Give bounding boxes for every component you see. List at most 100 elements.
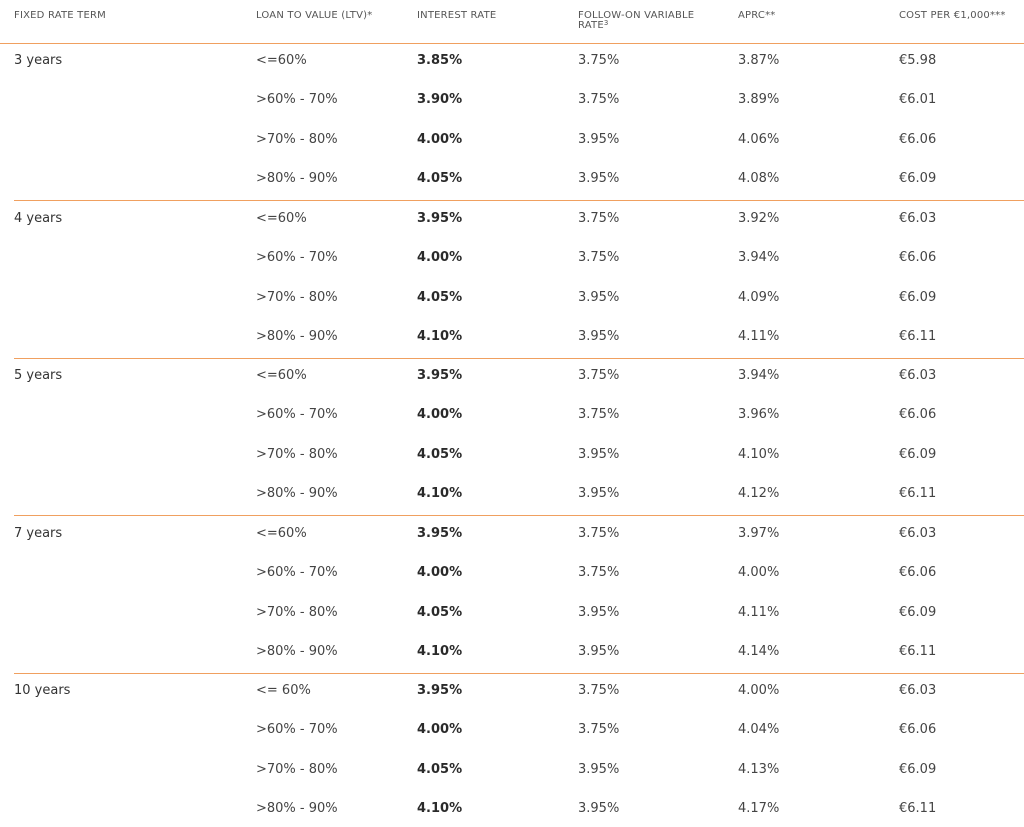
cost-cell: €6.06 xyxy=(899,565,937,580)
ltv-cell: >60% - 70% xyxy=(256,92,338,107)
table-row: >80% - 90% 4.10% 3.95% 4.14% €6.11 xyxy=(14,634,1024,673)
ltv-cell: >70% - 80% xyxy=(256,762,338,777)
cost-cell: €6.11 xyxy=(899,329,937,344)
ltv-cell: <=60% xyxy=(256,368,307,383)
follow-on-rate-cell: 3.75% xyxy=(578,565,620,580)
follow-on-rate-cell: 3.95% xyxy=(578,801,620,816)
cost-cell: €6.03 xyxy=(899,526,937,541)
cost-cell: €6.03 xyxy=(899,368,937,383)
follow-on-rate-cell: 3.75% xyxy=(578,250,620,265)
follow-on-rate-cell: 3.75% xyxy=(578,368,620,383)
interest-rate-cell: 4.00% xyxy=(417,407,463,422)
interest-rate-cell: 4.10% xyxy=(417,644,463,659)
ltv-cell: <=60% xyxy=(256,526,307,541)
aprc-cell: 4.11% xyxy=(738,605,780,620)
ltv-cell: >70% - 80% xyxy=(256,605,338,620)
ltv-cell: >80% - 90% xyxy=(256,329,338,344)
cost-cell: €6.03 xyxy=(899,211,937,226)
follow-on-rate-cell: 3.75% xyxy=(578,722,620,737)
term-group: 3 years <=60% 3.85% 3.75% 3.87% €5.98 >60% - 7… xyxy=(14,43,1024,201)
interest-rate-cell: 3.95% xyxy=(417,526,463,541)
follow-on-rate-cell: 3.95% xyxy=(578,762,620,777)
interest-rate-cell: 3.95% xyxy=(417,211,463,226)
aprc-cell: 4.06% xyxy=(738,132,780,147)
follow-on-rate-cell: 3.75% xyxy=(578,526,620,541)
cost-cell: €6.06 xyxy=(899,722,937,737)
table-row: >70% - 80% 4.05% 3.95% 4.10% €6.09 xyxy=(14,437,1024,476)
term-label: 4 years xyxy=(14,211,63,226)
ltv-cell: >60% - 70% xyxy=(256,250,338,265)
ltv-cell: <=60% xyxy=(256,211,307,226)
aprc-cell: 4.10% xyxy=(738,447,780,462)
follow-on-rate-cell: 3.95% xyxy=(578,605,620,620)
header-follow-line2: RATE xyxy=(578,20,604,31)
header-follow-footnote: 3 xyxy=(603,19,609,27)
table-header: FIXED RATE TERM LOAN TO VALUE (LTV)* INT… xyxy=(0,0,1024,44)
header-fixed-rate-term: FIXED RATE TERM xyxy=(14,10,106,21)
ltv-cell: >70% - 80% xyxy=(256,447,338,462)
ltv-cell: >60% - 70% xyxy=(256,407,338,422)
cost-cell: €6.01 xyxy=(899,92,937,107)
aprc-cell: 4.00% xyxy=(738,565,780,580)
interest-rate-cell: 4.05% xyxy=(417,762,463,777)
table-row: >60% - 70% 4.00% 3.75% 3.94% €6.06 xyxy=(14,240,1024,279)
ltv-cell: >60% - 70% xyxy=(256,565,338,580)
table-row: >70% - 80% 4.05% 3.95% 4.13% €6.09 xyxy=(14,752,1024,791)
term-group: 5 years <=60% 3.95% 3.75% 3.94% €6.03 >60% - 7… xyxy=(14,358,1024,516)
ltv-cell: >70% - 80% xyxy=(256,132,338,147)
table-row: <= 60% 3.95% 3.75% 4.00% €6.03 xyxy=(14,673,1024,712)
ltv-cell: <= 60% xyxy=(256,683,311,698)
ltv-cell: >80% - 90% xyxy=(256,644,338,659)
interest-rate-cell: 4.10% xyxy=(417,486,463,501)
cost-cell: €6.06 xyxy=(899,407,937,422)
table-row: >60% - 70% 3.90% 3.75% 3.89% €6.01 xyxy=(14,82,1024,121)
follow-on-rate-cell: 3.75% xyxy=(578,92,620,107)
ltv-cell: >80% - 90% xyxy=(256,486,338,501)
follow-on-rate-cell: 3.75% xyxy=(578,683,620,698)
interest-rate-cell: 4.00% xyxy=(417,565,463,580)
term-label: 3 years xyxy=(14,53,63,68)
cost-cell: €6.09 xyxy=(899,171,937,186)
aprc-cell: 4.13% xyxy=(738,762,780,777)
interest-rate-cell: 4.10% xyxy=(417,329,463,344)
aprc-cell: 3.97% xyxy=(738,526,780,541)
ltv-cell: >80% - 90% xyxy=(256,171,338,186)
term-label: 7 years xyxy=(14,526,63,541)
aprc-cell: 3.96% xyxy=(738,407,780,422)
aprc-cell: 3.94% xyxy=(738,250,780,265)
follow-on-rate-cell: 3.95% xyxy=(578,171,620,186)
follow-on-rate-cell: 3.95% xyxy=(578,132,620,147)
term-group: 4 years <=60% 3.95% 3.75% 3.92% €6.03 >60% - 7… xyxy=(14,201,1024,359)
table-row: <=60% 3.85% 3.75% 3.87% €5.98 xyxy=(14,43,1024,82)
cost-cell: €6.11 xyxy=(899,486,937,501)
aprc-cell: 4.00% xyxy=(738,683,780,698)
follow-on-rate-cell: 3.95% xyxy=(578,290,620,305)
table-row: >80% - 90% 4.10% 3.95% 4.12% €6.11 xyxy=(14,476,1024,515)
interest-rate-cell: 4.05% xyxy=(417,171,463,186)
cost-cell: €6.11 xyxy=(899,801,937,816)
interest-rate-cell: 4.00% xyxy=(417,132,463,147)
aprc-cell: 4.09% xyxy=(738,290,780,305)
follow-on-rate-cell: 3.95% xyxy=(578,644,620,659)
header-follow-on-variable-rate: FOLLOW-ON VARIABLE RATE3 xyxy=(578,11,694,31)
interest-rate-cell: 3.85% xyxy=(417,53,463,68)
follow-on-rate-cell: 3.75% xyxy=(578,407,620,422)
aprc-cell: 4.12% xyxy=(738,486,780,501)
cost-cell: €6.09 xyxy=(899,762,937,777)
header-aprc: APRC** xyxy=(738,10,776,21)
aprc-cell: 4.04% xyxy=(738,722,780,737)
term-group: 10 years <= 60% 3.95% 3.75% 4.00% €6.03 >60% -… xyxy=(14,673,1024,827)
table-row: >60% - 70% 4.00% 3.75% 4.00% €6.06 xyxy=(14,555,1024,594)
aprc-cell: 3.89% xyxy=(738,92,780,107)
follow-on-rate-cell: 3.95% xyxy=(578,486,620,501)
aprc-cell: 4.11% xyxy=(738,329,780,344)
interest-rate-cell: 4.05% xyxy=(417,605,463,620)
table-row: >80% - 90% 4.10% 3.95% 4.11% €6.11 xyxy=(14,319,1024,358)
table-row: >60% - 70% 4.00% 3.75% 4.04% €6.06 xyxy=(14,712,1024,751)
table-row: >70% - 80% 4.00% 3.95% 4.06% €6.06 xyxy=(14,122,1024,161)
interest-rate-cell: 4.00% xyxy=(417,250,463,265)
table-row: <=60% 3.95% 3.75% 3.97% €6.03 xyxy=(14,516,1024,555)
header-loan-to-value: LOAN TO VALUE (LTV)* xyxy=(256,10,373,21)
cost-cell: €5.98 xyxy=(899,53,937,68)
aprc-cell: 4.08% xyxy=(738,171,780,186)
